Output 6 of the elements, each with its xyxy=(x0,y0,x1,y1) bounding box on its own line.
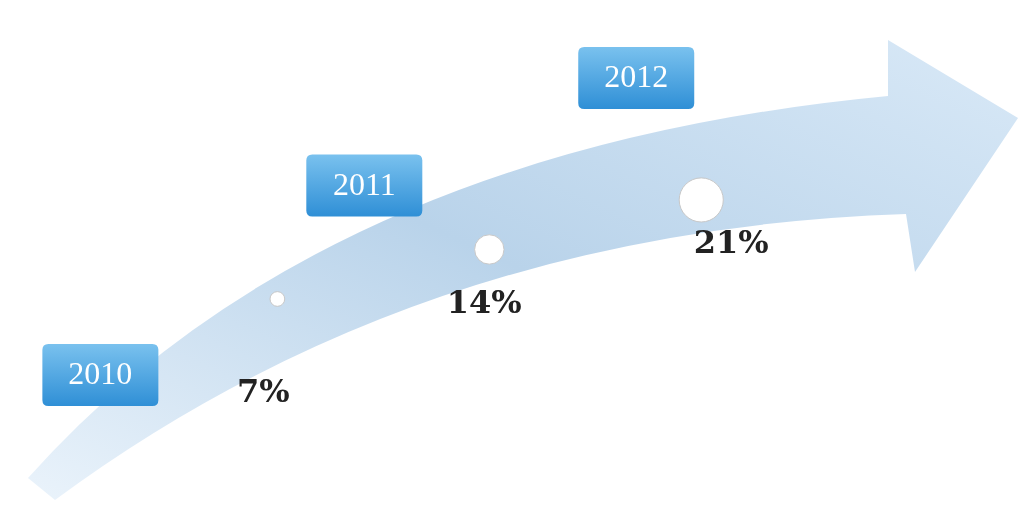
data-label: 21% xyxy=(693,223,769,262)
data-label: 14% xyxy=(446,282,522,321)
data-label: 7% xyxy=(237,372,290,411)
category-label: 2012 xyxy=(604,58,669,95)
category-label: 2011 xyxy=(332,165,396,202)
category-label: 2010 xyxy=(68,355,133,392)
